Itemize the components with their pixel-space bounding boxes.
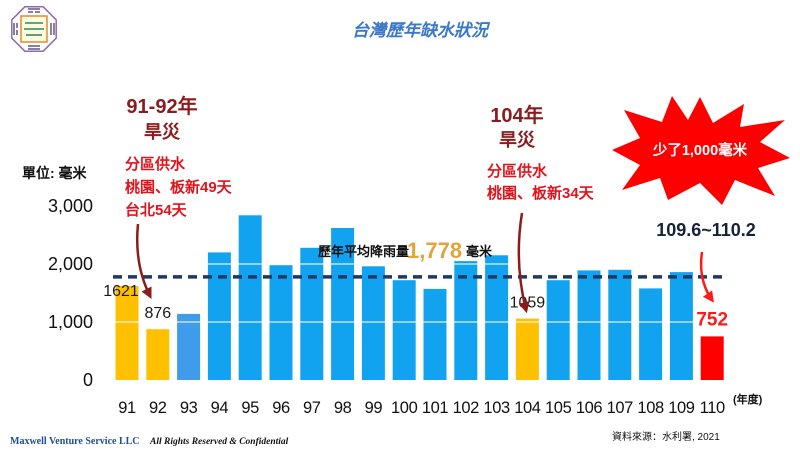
bar-101 [423, 288, 447, 380]
x-tick-label-105: 105 [545, 399, 572, 417]
logo-trigrams [13, 8, 55, 50]
y-axis-tick-labels: 0 1,000 2,000 3,000 [48, 196, 93, 390]
bar-92 [146, 329, 170, 380]
x-axis-tick-labels: 91 92 93 94 95 96 97 98 99 100 101 102 103 104 105 106 1… [118, 399, 725, 417]
data-labels: 1621 876 1059 752 [103, 283, 728, 330]
data-label-91: 1621 [103, 283, 139, 300]
shortfall-burst: 少了1,000毫米 [612, 96, 790, 205]
x-tick-label-107: 107 [607, 399, 634, 417]
logo-emblem-lines [24, 22, 44, 36]
footer-rights: All Rights Reserved & Confidential [149, 437, 289, 447]
x-tick-label-92: 92 [149, 399, 167, 417]
bar-91 [115, 286, 139, 380]
drought-91-92-line2: 桃園、板新49天 [125, 178, 233, 196]
x-tick-label-109: 109 [668, 399, 695, 417]
x-tick-label-93: 93 [180, 399, 198, 417]
drought-91-92-line1: 分區供水 [125, 155, 186, 173]
bar-102 [454, 261, 478, 380]
x-tick-label-91: 91 [118, 399, 136, 417]
drought-91-92-annotation: 91-92年 旱災 分區供水 桃園、板新49天 台北54天 [125, 94, 233, 300]
x-tick-label-104: 104 [514, 399, 541, 417]
bar-107 [608, 269, 632, 380]
x-tick-label-103: 103 [483, 399, 510, 417]
bar-95 [238, 215, 262, 380]
x-tick-label-106: 106 [576, 399, 603, 417]
x-tick-label-96: 96 [272, 399, 290, 417]
bar-97 [300, 247, 324, 380]
bagua-logo-icon [8, 4, 60, 54]
recent-period-label: 109.6~110.2 [656, 220, 756, 240]
x-tick-label-98: 98 [334, 399, 352, 417]
shortfall-burst-text: 少了1,000毫米 [652, 141, 748, 159]
y-axis-unit-label: 單位: 毫米 [22, 165, 88, 181]
bar-104 [515, 318, 539, 380]
x-tick-label-97: 97 [303, 399, 321, 417]
bar-series [115, 215, 724, 380]
average-label: 歷年平均降雨量 [318, 244, 409, 259]
x-tick-label-100: 100 [391, 399, 418, 417]
data-label-104: 1059 [510, 295, 546, 312]
x-tick-label-101: 101 [422, 399, 449, 417]
drought-91-92-title: 91-92年 [126, 94, 197, 118]
bar-98 [331, 228, 355, 380]
bar-108 [639, 288, 663, 380]
data-label-110: 752 [696, 309, 728, 330]
x-tick-label-99: 99 [365, 399, 383, 417]
curved-arrow-icon [699, 251, 714, 303]
bar-110 [700, 336, 724, 380]
drought-104-title: 104年 [490, 103, 543, 127]
bar-99 [361, 266, 385, 380]
bar-100 [392, 280, 416, 380]
bar-106 [577, 270, 601, 380]
curved-arrow-icon [517, 212, 530, 314]
slide-title: 台灣歷年缺水狀況 [352, 21, 491, 40]
average-value: 1,778 [407, 238, 462, 263]
bar-93 [177, 313, 201, 380]
drought-104-annotation: 104年 旱災 分區供水 桃園、板新34天 [487, 103, 595, 314]
y-tick-label: 2,000 [48, 254, 93, 274]
bar-109 [669, 272, 693, 380]
x-tick-label-94: 94 [211, 399, 229, 417]
bar-105 [546, 280, 570, 380]
average-unit: 毫米 [466, 244, 493, 259]
bar-94 [207, 252, 231, 380]
y-tick-label: 3,000 [48, 196, 93, 216]
logo-octagon [11, 6, 57, 52]
drought-104-line2: 桃園、板新34天 [487, 184, 595, 202]
data-label-92: 876 [144, 305, 171, 322]
footer-company: Maxwell Venture Service LLC [10, 436, 140, 447]
y-tick-label: 0 [83, 370, 93, 390]
drought-91-92-line3: 台北54天 [125, 201, 188, 219]
x-axis-unit-label: (年度) [733, 392, 763, 406]
gridlines [113, 205, 727, 323]
drought-104-subtitle: 旱災 [499, 130, 536, 150]
y-tick-label: 1,000 [48, 312, 93, 332]
curved-arrow-icon [135, 223, 152, 300]
data-source: 資料來源：水利署, 2021 [612, 430, 720, 443]
drought-104-line1: 分區供水 [487, 162, 548, 180]
x-tick-label-110: 110 [700, 399, 725, 417]
x-tick-label-95: 95 [241, 399, 259, 417]
x-tick-label-102: 102 [453, 399, 480, 417]
bar-103 [485, 255, 509, 380]
x-tick-label-108: 108 [637, 399, 664, 417]
drought-91-92-subtitle: 旱災 [144, 122, 181, 142]
starburst-icon [612, 96, 790, 205]
